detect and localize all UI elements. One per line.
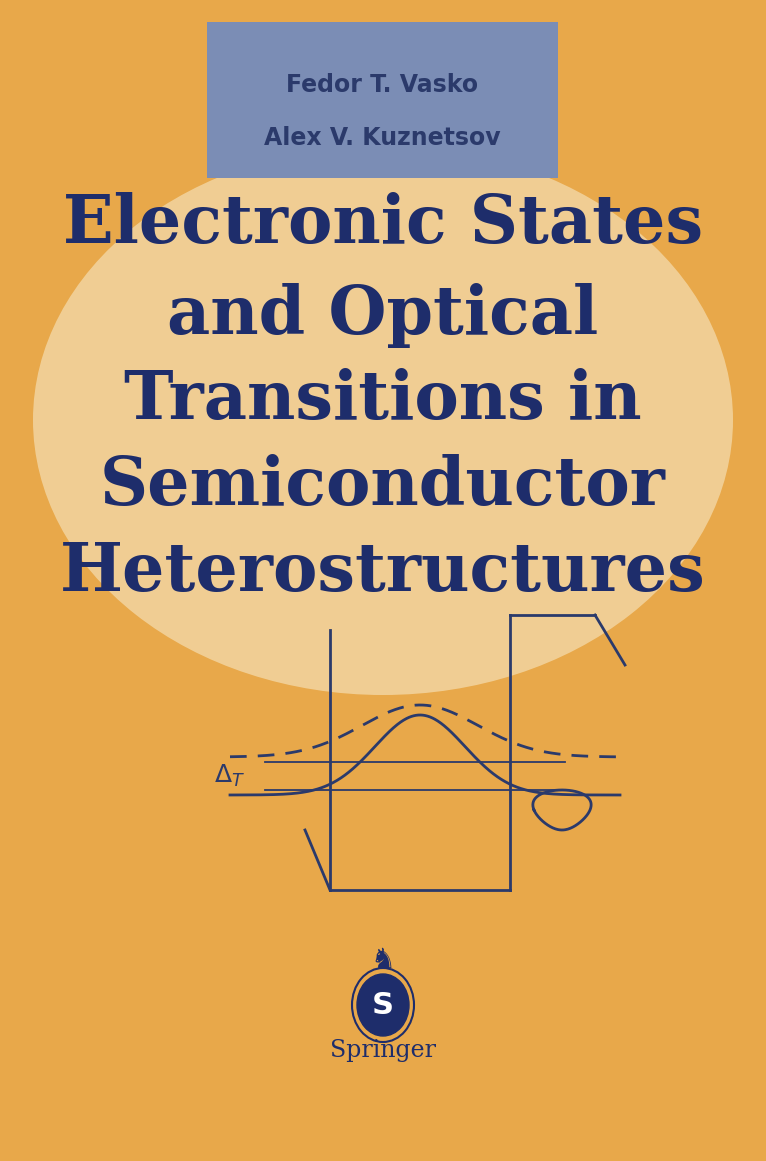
Text: S: S bbox=[372, 990, 394, 1019]
Text: ♞: ♞ bbox=[371, 946, 395, 974]
Text: Alex V. Kuznetsov: Alex V. Kuznetsov bbox=[264, 127, 501, 150]
Text: Transitions in: Transitions in bbox=[124, 368, 642, 433]
Text: Heterostructures: Heterostructures bbox=[60, 540, 706, 605]
Ellipse shape bbox=[33, 145, 733, 695]
Text: Semiconductor: Semiconductor bbox=[100, 454, 666, 519]
Ellipse shape bbox=[357, 974, 409, 1036]
Text: Electronic States: Electronic States bbox=[63, 193, 703, 258]
Text: Fedor T. Vasko: Fedor T. Vasko bbox=[286, 73, 479, 98]
Text: and Optical: and Optical bbox=[168, 282, 598, 347]
Bar bbox=[207, 22, 558, 178]
Text: ❧: ❧ bbox=[377, 978, 389, 991]
Text: $\Delta_T$: $\Delta_T$ bbox=[214, 763, 246, 789]
Text: Springer: Springer bbox=[330, 1038, 436, 1061]
